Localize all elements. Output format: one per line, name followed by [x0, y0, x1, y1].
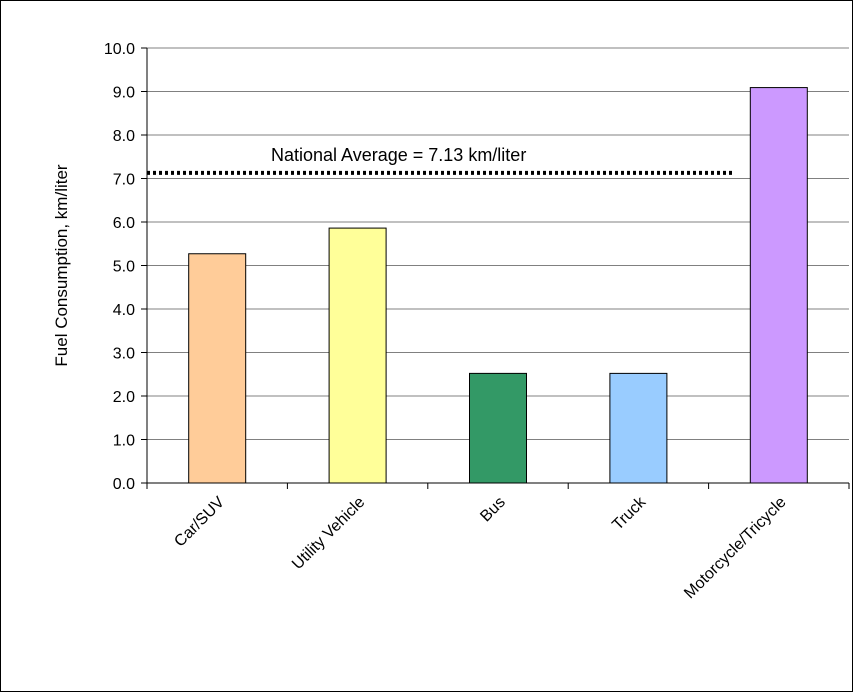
y-tick-label: 5.0: [113, 259, 135, 276]
y-tick-label: 4.0: [113, 302, 135, 319]
y-tick-label: 8.0: [113, 128, 135, 145]
x-tick-label: Motorcycle/Tricycle: [681, 494, 789, 602]
axes: [141, 47, 850, 489]
national-average-label: National Average = 7.13 km/liter: [271, 145, 526, 165]
bar-truck: [609, 372, 668, 484]
x-tick-label: Truck: [609, 493, 650, 534]
y-tick-label: 1.0: [113, 433, 135, 450]
y-tick-label: 2.0: [113, 389, 135, 406]
x-tick-label: Bus: [477, 494, 509, 526]
y-tick-label: 6.0: [113, 215, 135, 232]
y-tick-label: 0.0: [113, 476, 135, 493]
y-tick-label: 7.0: [113, 172, 135, 189]
gridlines: [147, 47, 849, 440]
x-tick-label: Utility Vehicle: [289, 494, 368, 573]
y-axis-title: Fuel Consumption, km/liter: [52, 164, 71, 367]
bar-car-suv: [188, 253, 247, 484]
x-tick-labels: Car/SUV Utility Vehicle Bus Truck Motorcycle…: [171, 493, 789, 602]
y-tick-label: 3.0: [113, 346, 135, 363]
y-tick-label: 9.0: [113, 85, 135, 102]
bar-bus: [469, 372, 527, 484]
x-tick-label: Car/SUV: [171, 494, 228, 551]
national-average-reference: National Average = 7.13 km/liter: [147, 145, 735, 175]
y-tick-labels: 0.0 1.0 2.0 3.0 4.0 5.0 6.0 7.0 8.0 9.0 10.0: [104, 41, 135, 493]
bar-motorcycle-tricycle: [749, 87, 808, 484]
y-tick-label: 10.0: [104, 41, 135, 58]
bar-utility-vehicle: [328, 227, 387, 484]
